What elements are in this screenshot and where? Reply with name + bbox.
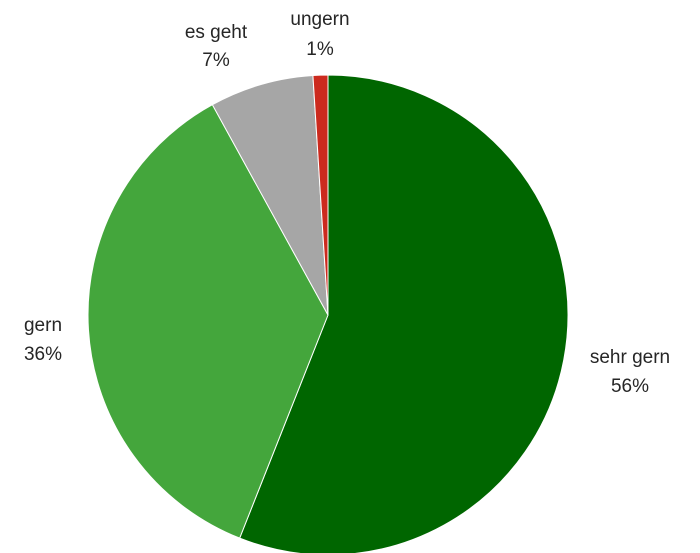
label-ungern-pct: 1%: [306, 39, 334, 60]
label-es-geht: es geht: [185, 22, 248, 43]
label-sehr-gern: sehr gern: [590, 347, 670, 368]
pie-slices: [87, 74, 569, 553]
label-gern: gern: [24, 315, 62, 336]
label-es-geht-pct: 7%: [202, 50, 230, 71]
label-gern-value: 36%: [24, 344, 62, 365]
pie-slice-es-geht: [211, 74, 329, 316]
pie-labels: ungern 1% es geht 7% gern 36% sehr gern …: [24, 9, 670, 397]
label-es-geht-name: es geht: [185, 22, 248, 43]
pie-slice-gern: [87, 104, 329, 539]
label-ungern-name: ungern: [290, 9, 349, 30]
label-gern-pct: 36%: [24, 344, 62, 365]
label-sehr-gern-pct: 56%: [611, 376, 649, 397]
label-sehr-gern-name: sehr gern: [590, 347, 670, 368]
label-es-geht-value: 7%: [202, 50, 230, 71]
label-sehr-gern-value: 56%: [611, 376, 649, 397]
label-gern-name: gern: [24, 315, 62, 336]
pie-slice-ungern: [312, 74, 329, 316]
label-ungern: ungern: [290, 9, 349, 30]
label-ungern-value: 1%: [306, 39, 334, 60]
